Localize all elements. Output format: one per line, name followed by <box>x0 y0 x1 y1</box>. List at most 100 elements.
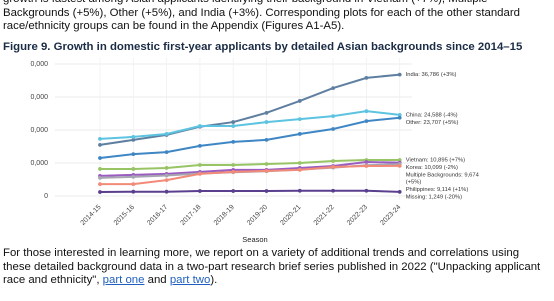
data-point <box>297 99 302 103</box>
data-point <box>164 189 169 194</box>
data-point <box>264 189 269 193</box>
x-tick-label: 2021-22 <box>313 204 336 227</box>
outro-text-part: and <box>144 274 170 287</box>
link-part-one[interactable]: part one <box>102 274 145 287</box>
data-point <box>264 110 269 115</box>
data-point <box>131 138 136 142</box>
data-point <box>198 189 202 193</box>
data-point <box>397 72 402 77</box>
data-point <box>231 120 236 124</box>
end-label: Philippines: 9,114 (+1%) <box>406 187 469 193</box>
outro-text-part: ). <box>210 274 218 287</box>
y-tick-label: 0,000 <box>30 94 48 101</box>
chart: Figure 9. Growth in domestic first-year … <box>3 41 523 244</box>
x-tick-label: 2015-16 <box>113 204 136 227</box>
data-point <box>331 165 335 169</box>
data-point <box>98 137 102 141</box>
series-line <box>99 116 400 160</box>
data-point <box>397 112 402 117</box>
series-line <box>99 73 400 146</box>
y-tick-label: 0,000 <box>30 61 48 68</box>
data-point <box>397 189 402 194</box>
data-point <box>331 127 335 131</box>
data-point <box>131 182 136 187</box>
outro-text: For those interested in learning more, w… <box>3 247 549 288</box>
data-point <box>331 188 335 193</box>
x-tick-label: 2018-19 <box>213 204 236 227</box>
data-point <box>164 173 169 178</box>
y-tick-label: 0,000 <box>30 160 48 167</box>
x-tick-label: 2022-23 <box>346 204 369 227</box>
data-point <box>131 135 136 139</box>
data-point <box>331 159 335 163</box>
data-point <box>364 188 369 193</box>
series-line <box>100 159 400 170</box>
x-tick-label: 2019-20 <box>246 204 269 227</box>
y-tick-label: 0 <box>44 193 48 200</box>
data-point <box>131 152 136 156</box>
data-point <box>231 124 236 128</box>
data-point <box>297 168 302 172</box>
data-point <box>397 164 402 168</box>
data-point <box>98 182 102 187</box>
data-point <box>364 164 369 168</box>
end-label: Missing: 1,249 (-20%) <box>406 195 462 201</box>
data-point <box>297 117 302 122</box>
x-tick-label: 2014-15 <box>80 204 103 227</box>
link-part-two[interactable]: part two <box>169 274 211 287</box>
y-tick-label: 0,000 <box>30 127 48 134</box>
data-point <box>231 170 236 174</box>
data-point <box>231 189 236 193</box>
data-point <box>297 132 302 136</box>
data-point <box>297 161 302 165</box>
end-label: India: 36,786 (+3%) <box>406 72 457 78</box>
end-label: Korea: 10,099 (-2%) <box>406 165 458 171</box>
end-label: Multiple Backgrounds: 9,674 <box>406 173 480 179</box>
data-point <box>331 114 335 119</box>
data-point <box>98 167 102 171</box>
data-point <box>364 119 369 123</box>
x-tick-label: 2017-18 <box>179 204 202 227</box>
end-label: (+5%) <box>406 180 422 186</box>
data-point <box>364 160 369 164</box>
data-point <box>164 166 169 170</box>
x-tick-label: 2020-21 <box>279 204 302 227</box>
data-point <box>397 115 402 120</box>
data-point <box>131 167 136 171</box>
x-tick-label: 2023-24 <box>379 204 402 227</box>
figure-title: Figure 9. Growth in domestic first-year … <box>3 41 523 53</box>
data-point <box>164 132 169 136</box>
data-point <box>198 124 202 128</box>
data-point <box>264 169 269 173</box>
data-point <box>98 190 102 194</box>
data-point <box>131 189 136 194</box>
series-line <box>99 161 400 177</box>
outro-text-part: For those interested in learning more, w… <box>3 247 541 287</box>
end-label: China: 24,588 (-4%) <box>406 112 458 118</box>
data-point <box>164 178 169 183</box>
end-label: Vietnam: 10,895 (+7%) <box>406 158 465 164</box>
data-point <box>331 86 335 90</box>
end-label: Other: 23,707 (+5%) <box>406 120 459 126</box>
series-line <box>99 110 400 140</box>
data-point <box>98 175 102 180</box>
x-axis-title: Season <box>242 235 267 244</box>
data-point <box>264 162 269 166</box>
data-point <box>297 188 302 193</box>
data-point <box>364 75 369 80</box>
data-point <box>98 156 102 160</box>
data-point <box>131 174 136 179</box>
data-point <box>397 158 402 162</box>
data-point <box>98 142 102 147</box>
intro-text: growth is fastest among Asian applicants… <box>3 0 520 33</box>
data-point <box>231 163 236 167</box>
data-point <box>264 120 269 124</box>
data-point <box>198 171 202 176</box>
series-line <box>100 164 400 186</box>
data-point <box>264 138 269 142</box>
data-point <box>164 150 169 155</box>
data-point <box>364 109 369 114</box>
series-line <box>99 189 400 194</box>
x-tick-label: 2016-17 <box>146 204 169 227</box>
